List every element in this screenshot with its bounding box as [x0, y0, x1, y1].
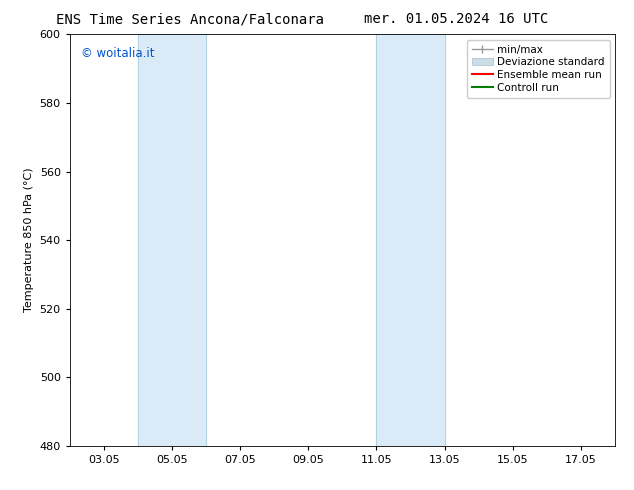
Text: ENS Time Series Ancona/Falconara: ENS Time Series Ancona/Falconara: [56, 12, 324, 26]
Text: © woitalia.it: © woitalia.it: [81, 47, 154, 60]
Bar: [138, 34, 206, 446]
Y-axis label: Temperature 850 hPa (°C): Temperature 850 hPa (°C): [24, 168, 34, 313]
Bar: [377, 34, 444, 446]
Legend: min/max, Deviazione standard, Ensemble mean run, Controll run: min/max, Deviazione standard, Ensemble m…: [467, 40, 610, 98]
Text: mer. 01.05.2024 16 UTC: mer. 01.05.2024 16 UTC: [365, 12, 548, 26]
